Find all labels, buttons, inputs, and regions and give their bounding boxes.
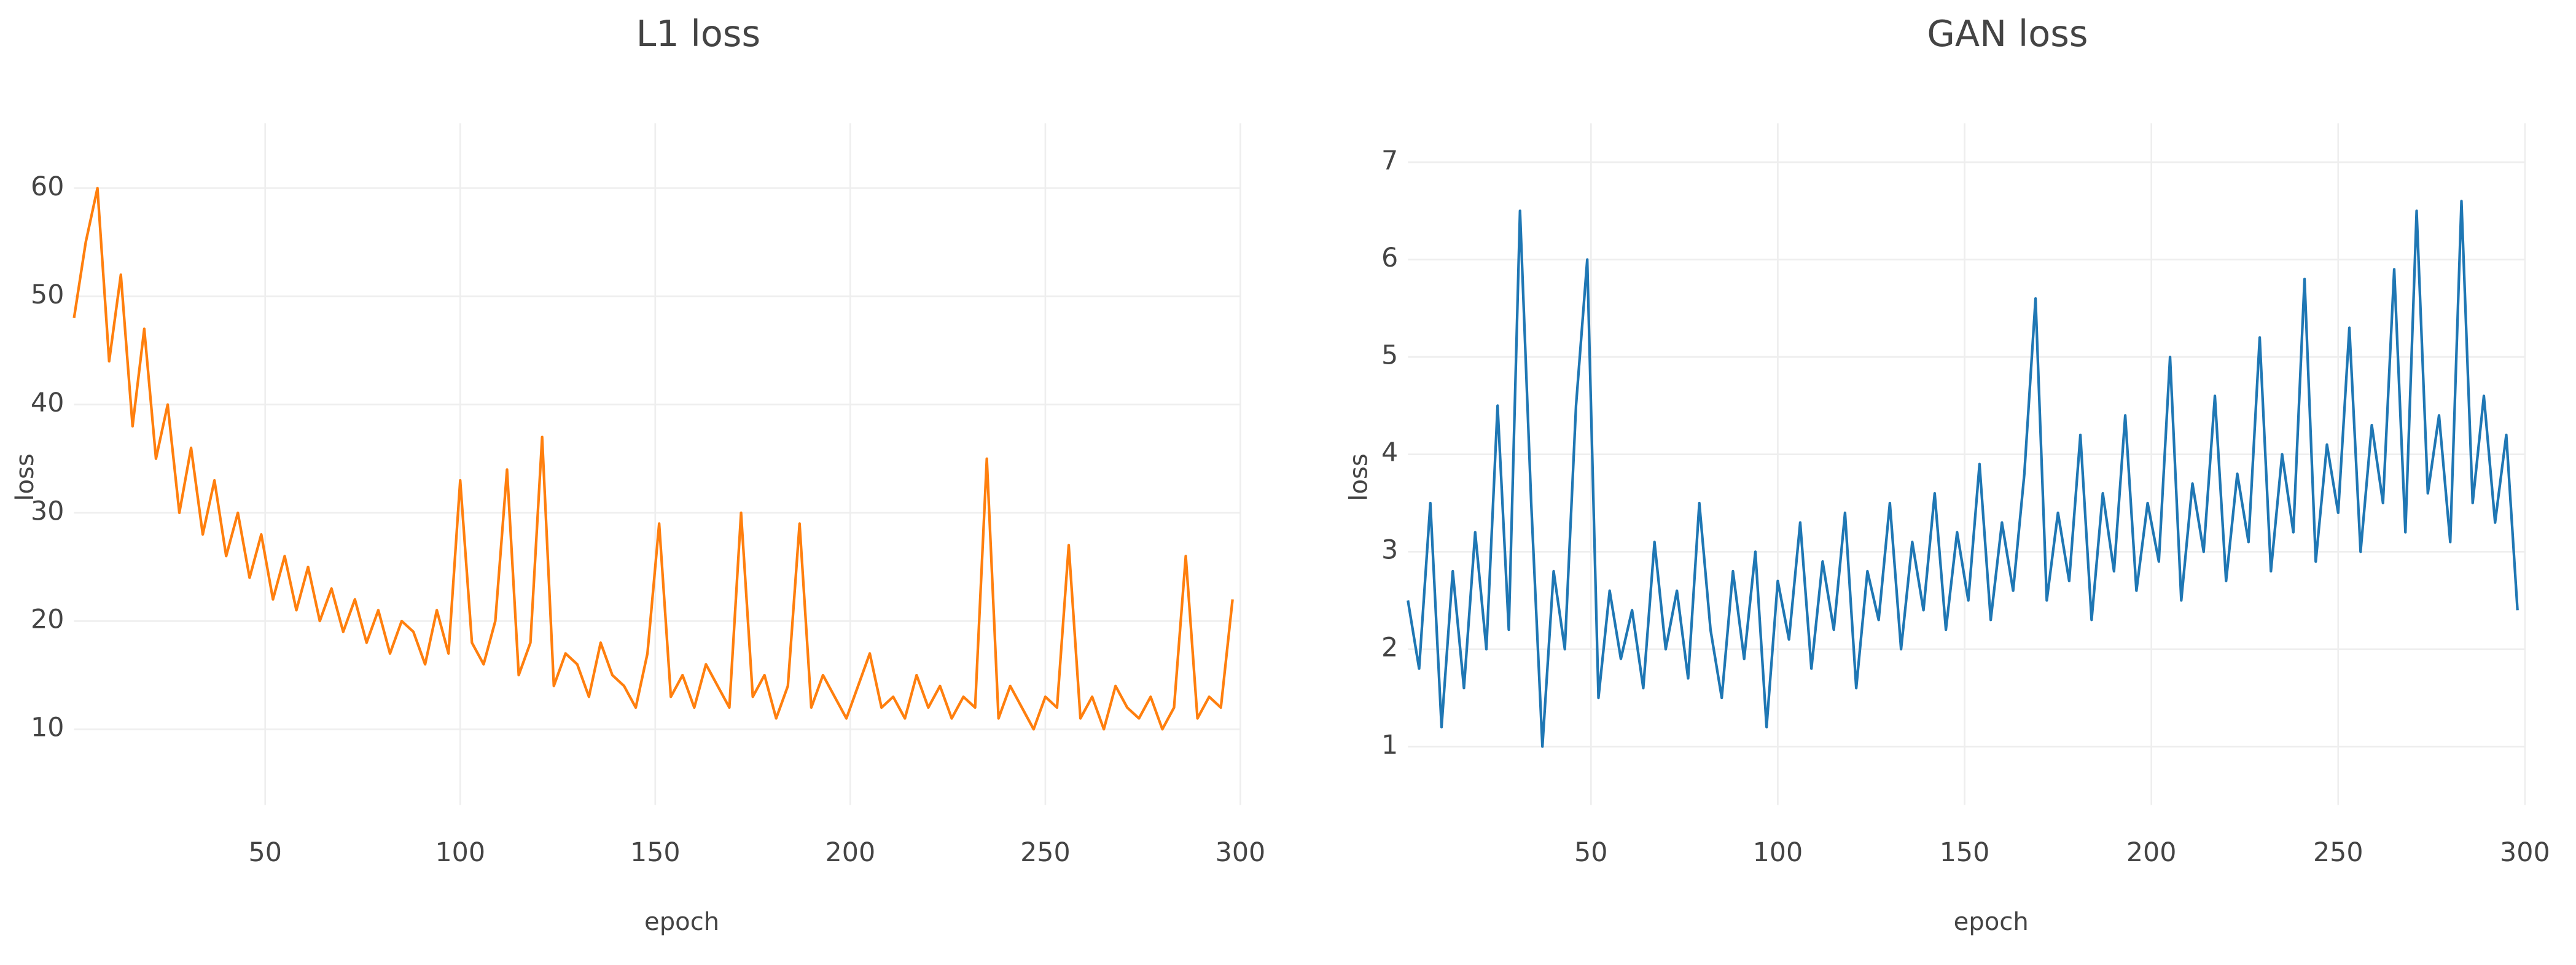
x-tick-label: 150 <box>630 837 681 868</box>
x-tick-label: 100 <box>435 837 485 868</box>
x-tick-label: 150 <box>1940 837 1990 868</box>
y-tick-label: 4 <box>1381 437 1398 468</box>
x-tick-label: 200 <box>825 837 876 868</box>
y-tick-label: 30 <box>31 496 64 526</box>
x-tick-label: 250 <box>1020 837 1071 868</box>
x-tick-label: 300 <box>2500 837 2550 868</box>
y-tick-label: 2 <box>1381 632 1398 663</box>
loss-line <box>72 187 1234 731</box>
y-tick-label: 40 <box>31 388 64 418</box>
chart-title: L1 loss <box>636 12 761 55</box>
x-tick-label: 250 <box>2313 837 2363 868</box>
y-tick-label: 5 <box>1381 340 1398 371</box>
y-tick-label: 10 <box>31 713 64 743</box>
y-axis-title: loss <box>11 453 39 501</box>
y-axis-title: loss <box>1345 453 1373 501</box>
x-tick-label: 300 <box>1216 837 1266 868</box>
y-tick-label: 6 <box>1381 243 1398 273</box>
y-tick-label: 50 <box>31 279 64 310</box>
x-tick-label: 200 <box>2126 837 2177 868</box>
loss-line <box>1407 200 2519 748</box>
y-tick-label: 20 <box>31 604 64 635</box>
y-tick-label: 3 <box>1381 535 1398 566</box>
y-tick-label: 1 <box>1381 730 1398 760</box>
x-axis-title: epoch <box>1954 908 2029 936</box>
chart-title: GAN loss <box>1927 12 2088 55</box>
x-axis-title: epoch <box>644 908 719 936</box>
x-tick-label: 100 <box>1753 837 1803 868</box>
y-tick-label: 7 <box>1381 146 1398 176</box>
x-tick-label: 50 <box>249 837 282 868</box>
y-tick-label: 60 <box>31 171 64 202</box>
x-tick-label: 50 <box>1574 837 1607 868</box>
